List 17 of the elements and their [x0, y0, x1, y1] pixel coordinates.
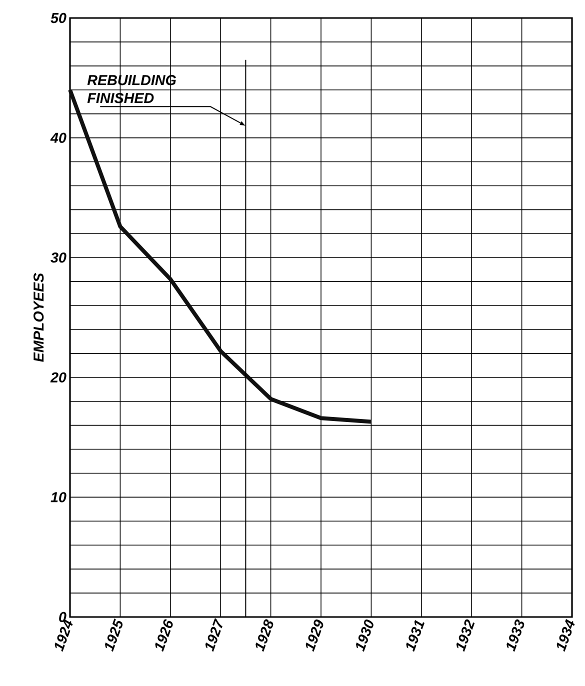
y-tick-label: 20	[50, 372, 66, 382]
y-tick-label: 50	[50, 12, 66, 24]
y-tick-label: 10	[50, 492, 66, 502]
y-axis-title: EMPLOYEES	[34, 272, 44, 362]
x-tick-label: 1928	[256, 619, 274, 652]
y-tick-label: 30	[50, 252, 66, 263]
x-tick-label: 1931	[406, 620, 424, 652]
line-series	[68, 88, 374, 424]
x-tick-label: 1933	[506, 619, 524, 652]
x-tick-label: 1926	[155, 619, 173, 652]
y-tick-label: 40	[50, 132, 66, 143]
x-tick-label: 1927	[205, 618, 222, 652]
x-tick-label: 1929	[306, 620, 324, 652]
x-tick-label: 1930	[356, 619, 374, 652]
x-tick-label: 1934	[556, 618, 575, 652]
x-tick-label: 1932	[456, 619, 475, 652]
x-tick-label: 1925	[105, 618, 123, 652]
